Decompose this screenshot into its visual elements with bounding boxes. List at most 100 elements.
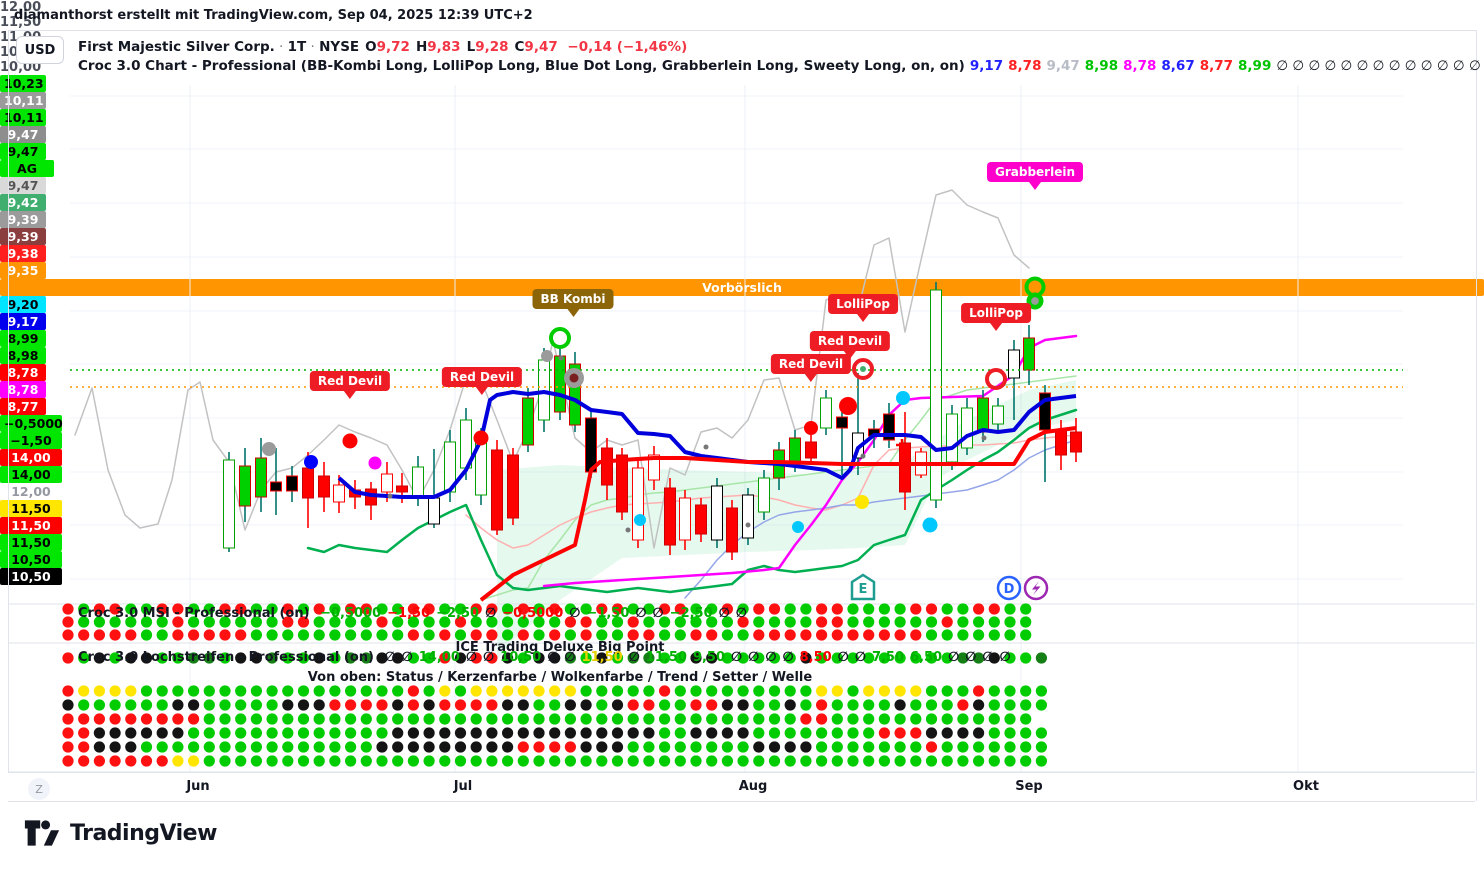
indicator-dot (235, 713, 247, 725)
indicator-dot (203, 616, 215, 628)
candle-body (679, 497, 691, 541)
indicator-dot (502, 603, 514, 615)
tradingview-logo[interactable]: TradingView (24, 818, 217, 848)
indicator-dot (407, 603, 419, 615)
flag-lollipop[interactable]: LolliPop (961, 303, 1031, 331)
indicator-dot (957, 652, 969, 664)
indicator-dot (517, 755, 529, 767)
indicator-dot (643, 699, 655, 711)
candle-body (664, 487, 676, 546)
indicator-dot (611, 755, 624, 767)
indicator-dot (62, 685, 74, 697)
study-value: 8,99 (1238, 58, 1272, 74)
indicator-dot (894, 616, 906, 628)
indicator-dot (423, 727, 435, 739)
marker-dot (855, 495, 869, 509)
ohlc-value: 9,83 (427, 39, 461, 55)
indicator-dot (470, 741, 482, 753)
timezone-button[interactable]: Z (28, 778, 50, 800)
candle-body (899, 442, 911, 493)
indicator-dot (659, 652, 671, 664)
indicator-dot (172, 713, 184, 725)
indicator-dot (847, 699, 859, 711)
indicator-dot (376, 741, 388, 753)
indicator-dot (502, 713, 514, 725)
marker-dot (804, 421, 818, 435)
indicator-dot (910, 652, 922, 664)
indicator-dot (407, 727, 419, 739)
indicator-dot (125, 629, 137, 641)
flag-red-devil[interactable]: Red Devil (309, 371, 391, 399)
indicator-dot (407, 629, 419, 641)
indicator-dot (125, 685, 137, 697)
indicator-dot (800, 685, 812, 697)
lochstreifen-legend[interactable]: Croc 3.0 Lochstreifen - Professional (on… (78, 650, 1011, 665)
indicator-dot (533, 699, 545, 711)
candle-body (333, 484, 345, 503)
symbol-legend[interactable]: First Majestic Silver Corp. · 1T · NYSE O… (78, 39, 687, 55)
flag-grabberlein[interactable]: Grabberlein (986, 162, 1084, 190)
indicator-dot (376, 603, 388, 615)
indicator-dot (847, 652, 859, 664)
currency-button[interactable]: USD (16, 36, 64, 64)
indicator-dot (1035, 652, 1047, 664)
indicator-dot (439, 713, 451, 725)
indicator-dot (643, 616, 655, 628)
tradingview-logo-icon (24, 820, 60, 846)
indicator-dot (674, 616, 686, 628)
indicator-dot (721, 741, 734, 753)
indicator-dot (360, 741, 372, 753)
indicator-dot (109, 699, 121, 711)
msi-legend[interactable]: Croc 3.0 MSI - Professional (on) −0,5000… (78, 606, 747, 621)
indicator-dot (376, 616, 388, 628)
time-axis[interactable]: Jun Jul Aug Sep Okt (8, 772, 1475, 802)
circle-d-icon[interactable] (996, 575, 1022, 601)
indicator-dot (470, 652, 482, 664)
flag-red-devil[interactable]: Red Devil (809, 331, 891, 359)
study-legend[interactable]: Croc 3.0 Chart - Professional (BB-Kombi … (78, 58, 1484, 74)
indicator-dot (392, 603, 404, 615)
indicator-dot (203, 699, 215, 711)
pane-value: ∅ (748, 650, 760, 665)
indicator-dot (235, 741, 247, 753)
flag-red-devil[interactable]: Red Devil (770, 354, 852, 382)
indicator-dot (549, 616, 561, 628)
indicator-dot (313, 603, 325, 615)
flag-lollipop[interactable]: LolliPop (828, 294, 898, 322)
indicator-dot (988, 616, 1000, 628)
indicator-dot (973, 652, 985, 664)
indicator-dot (140, 603, 153, 615)
indicator-dot (156, 741, 168, 753)
indicator-dot (816, 652, 828, 664)
indicator-dot (188, 603, 200, 615)
indicator-dot (140, 685, 153, 697)
indicator-dot (219, 755, 231, 767)
flag-red-devil[interactable]: Red Devil (441, 367, 523, 395)
indicator-right-badge: −1,50 (0, 432, 62, 449)
indicator-dot (266, 616, 278, 628)
indicator-dot (925, 685, 938, 697)
indicator-dot (674, 629, 686, 641)
indicator-dot (313, 629, 325, 641)
indicator-dot (156, 603, 168, 615)
indicator-dot (580, 652, 592, 664)
flag-bb-kombi[interactable]: BB Kombi (532, 289, 614, 317)
indicator-dot (502, 629, 514, 641)
indicator-dot (611, 616, 624, 628)
candle-body (223, 459, 235, 549)
month-label-jun: Jun (186, 779, 210, 794)
indicator-dot (266, 603, 278, 615)
home-e-icon[interactable]: E (850, 573, 876, 601)
indicator-dot (125, 713, 137, 725)
study-value: 8,77 (1199, 58, 1234, 74)
pane-value: 6,50 (910, 650, 943, 665)
indicator-dot (439, 685, 451, 697)
pane-value: ∅ (731, 650, 743, 665)
indicator-dot (250, 699, 262, 711)
marker-dot (558, 355, 564, 361)
month-label-okt: Okt (1293, 779, 1319, 794)
indicator-dot (407, 755, 419, 767)
indicator-dot (706, 727, 718, 739)
indicator-dot (392, 713, 404, 725)
